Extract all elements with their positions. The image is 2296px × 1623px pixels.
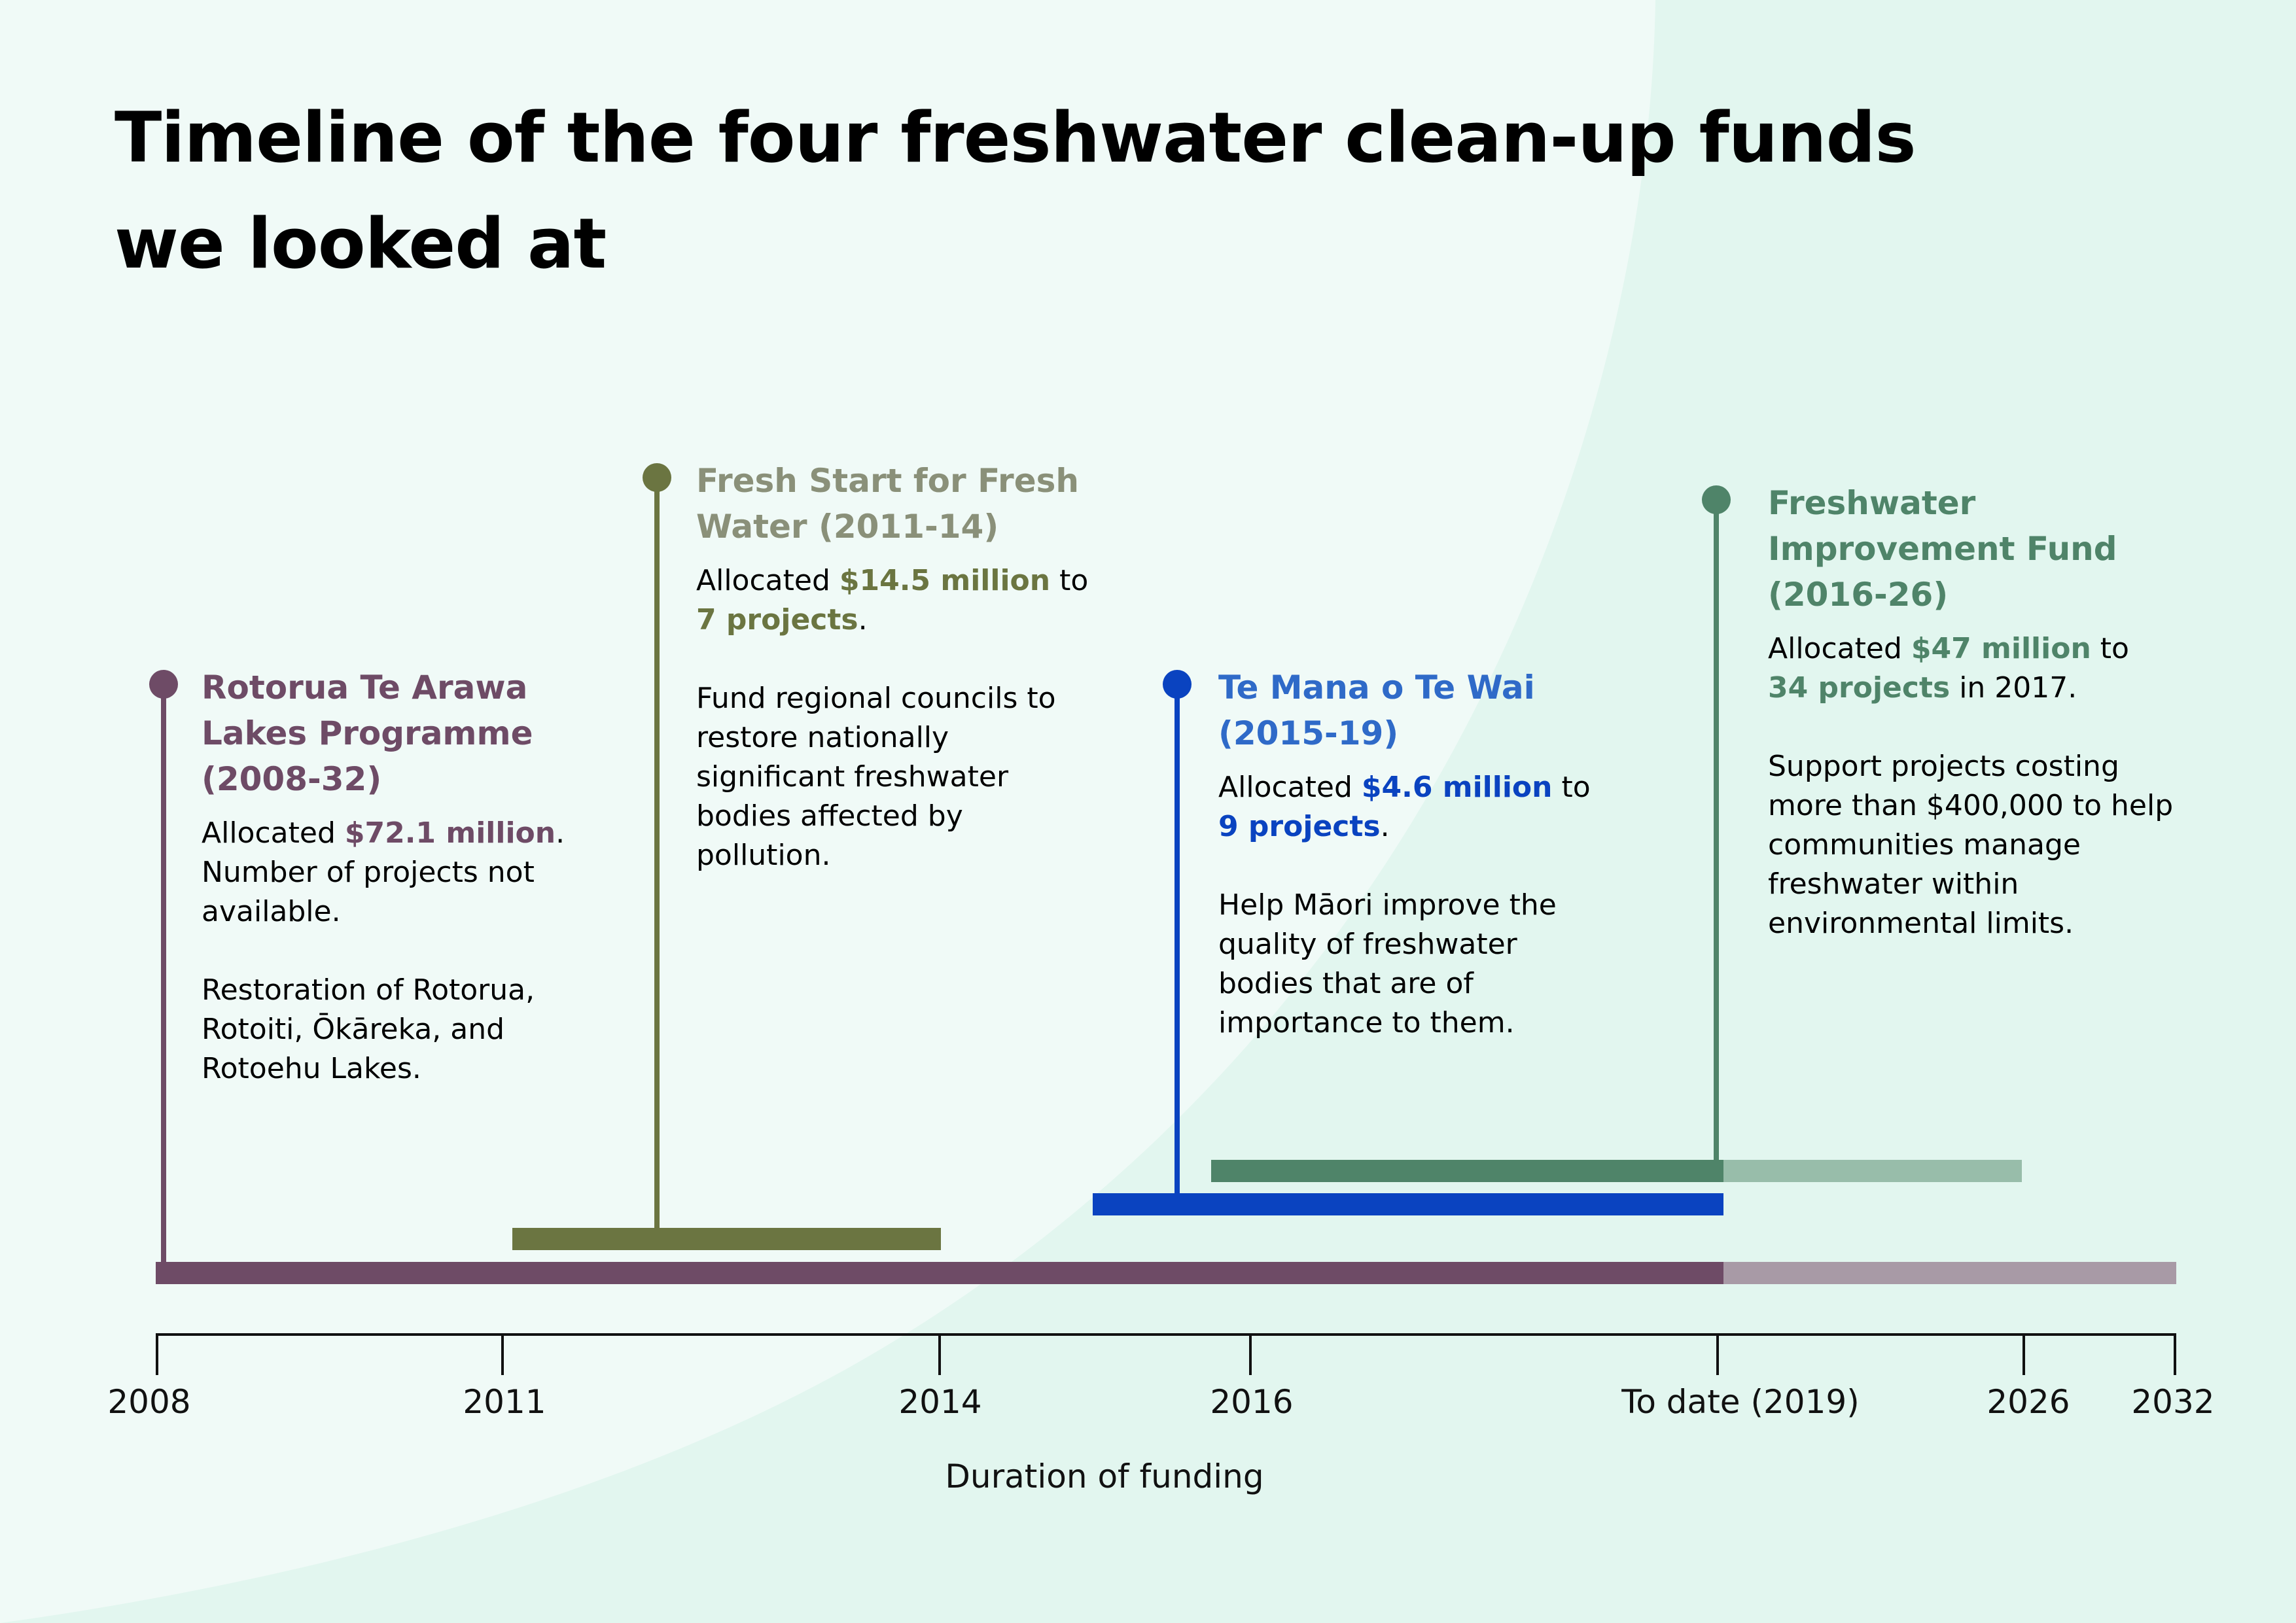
te-mana-bar [1093, 1193, 1723, 1215]
fif-block: Freshwater Improvement Fund (2016-26) Al… [1768, 480, 2265, 943]
te-mana-marker-dot [1163, 670, 1192, 699]
tick-label-2008: 2008 [107, 1383, 190, 1421]
te-mana-title: Te Mana o Te Wai (2015-19) [1218, 669, 1535, 752]
te-mana-block: Te Mana o Te Wai (2015-19) Allocated $4.… [1218, 665, 1637, 1043]
rotorua-bar-past [156, 1262, 1723, 1284]
tick-label-2032: 2032 [2131, 1383, 2214, 1421]
tick-label-2016: 2016 [1210, 1383, 1293, 1421]
tick-label-2026: 2026 [1987, 1383, 2070, 1421]
page-title: Timeline of the four freshwater clean-up… [115, 85, 2077, 297]
te-mana-amount: $4.6 million [1361, 771, 1553, 804]
tick-label-to-date: To date (2019) [1621, 1383, 1859, 1421]
te-mana-details: Allocated $4.6 million to 9 projects. He… [1218, 771, 1591, 1039]
rotorua-title: Rotorua Te Arawa Lakes Programme (2008-3… [202, 669, 533, 798]
rotorua-block: Rotorua Te Arawa Lakes Programme (2008-3… [202, 665, 594, 1089]
axis-title: Duration of funding [945, 1457, 1263, 1495]
rotorua-details: Allocated $72.1 million. Number of proje… [202, 816, 565, 1085]
fresh-start-amount: $14.5 million [839, 564, 1051, 597]
fresh-start-details: Allocated $14.5 million to 7 projects. F… [696, 564, 1089, 872]
title-line-2: we looked at [115, 203, 607, 284]
background-light-arc [0, 0, 1655, 1623]
fif-marker-dot [1702, 485, 1731, 514]
fif-details: Allocated $47 million to 34 projects in … [1768, 632, 2174, 940]
fif-bar-past [1211, 1160, 1723, 1182]
fresh-start-block: Fresh Start for Fresh Water (2011-14) Al… [696, 458, 1141, 875]
fif-amount: $47 million [1911, 632, 2091, 665]
rotorua-bar-future [1723, 1262, 2176, 1284]
rotorua-amount: $72.1 million [344, 816, 556, 850]
tick-label-2011: 2011 [463, 1383, 546, 1421]
fresh-start-projects: 7 projects [696, 603, 858, 637]
fresh-start-marker-dot [643, 463, 671, 492]
te-mana-projects: 9 projects [1218, 810, 1381, 843]
fif-projects: 34 projects [1768, 671, 1951, 705]
fresh-start-title: Fresh Start for Fresh Water (2011-14) [696, 462, 1079, 546]
rotorua-marker-dot [149, 670, 178, 699]
title-line-1: Timeline of the four freshwater clean-up… [115, 97, 1916, 178]
fresh-start-bar [512, 1228, 941, 1250]
tick-label-2014: 2014 [898, 1383, 981, 1421]
fif-title: Freshwater Improvement Fund (2016-26) [1768, 484, 2117, 614]
fif-bar-future [1723, 1160, 2022, 1182]
